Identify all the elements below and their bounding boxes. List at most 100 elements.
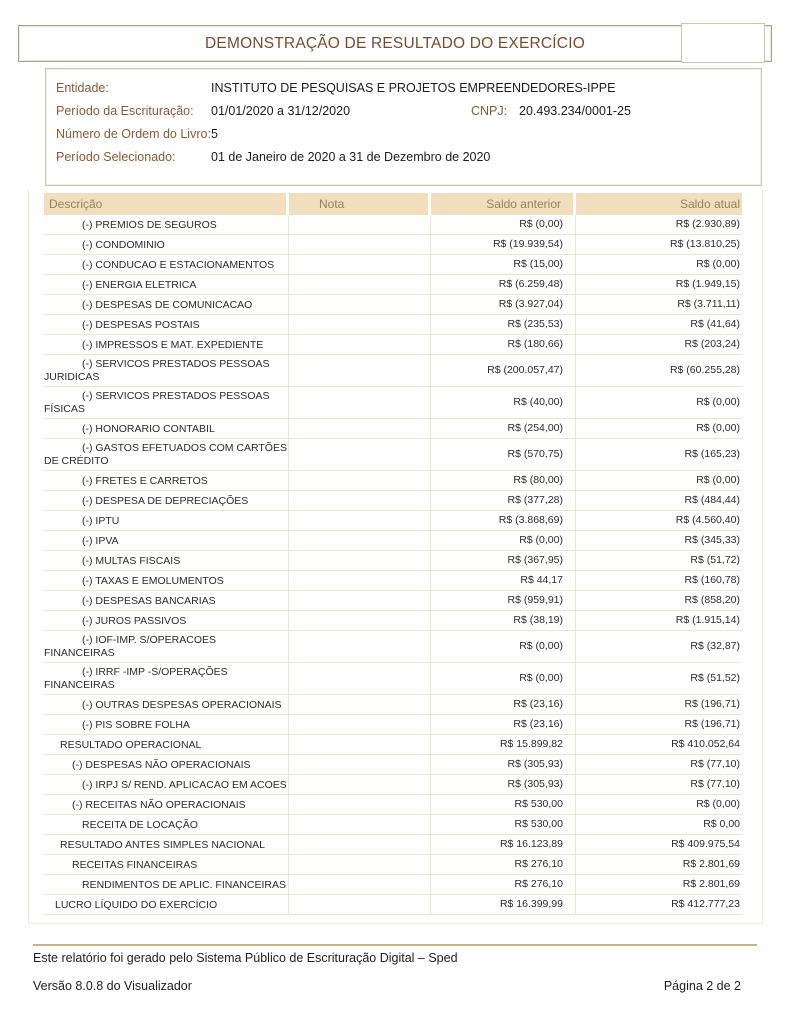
info-row-periodo-escrituracao: Período da Escrituração: 01/01/2020 a 31… bbox=[56, 99, 761, 122]
cell-saldo-atual: R$ (77,10) bbox=[690, 758, 740, 770]
cell-saldo-atual: R$ (4.560,40) bbox=[675, 514, 740, 526]
cell-nota bbox=[289, 215, 431, 234]
cell-nota bbox=[289, 275, 431, 294]
cell-saldo-atual: R$ (2.930,89) bbox=[675, 218, 740, 230]
cell-nota bbox=[289, 695, 431, 714]
cell-nota bbox=[289, 571, 431, 590]
cell-descricao: (-) IRPJ S/ REND. APLICACAO EM ACOES bbox=[44, 775, 289, 794]
table-row: (-) PIS SOBRE FOLHA R$ (23,16) R$ (196,7… bbox=[44, 715, 742, 735]
entidade-value: INSTITUTO DE PESQUISAS E PROJETOS EMPREE… bbox=[211, 80, 616, 95]
table-row: (-) DESPESAS BANCARIAS R$ (959,91) R$ (8… bbox=[44, 591, 742, 611]
cell-saldo-atual: R$ (1.949,15) bbox=[675, 278, 740, 290]
cell-saldo-atual: R$ (345,33) bbox=[684, 534, 740, 546]
cell-saldo-atual: R$ (77,10) bbox=[690, 778, 740, 790]
cell-saldo-atual: R$ (165,23) bbox=[684, 448, 740, 460]
cell-descricao: (-) IPVA bbox=[44, 531, 289, 550]
table-row: (-) CONDUCAO E ESTACIONAMENTOS R$ (15,00… bbox=[44, 255, 742, 275]
title-corner-box bbox=[681, 23, 765, 63]
table-row: (-) TAXAS E EMOLUMENTOS R$ 44,17 R$ (160… bbox=[44, 571, 742, 591]
cell-descricao: (-) PREMIOS DE SEGUROS bbox=[44, 215, 289, 234]
cell-nota bbox=[289, 795, 431, 814]
cell-nota bbox=[289, 471, 431, 490]
cell-descricao: (-) IMPRESSOS E MAT. EXPEDIENTE bbox=[44, 335, 289, 354]
periodo-selecionado-value: 01 de Janeiro de 2020 a 31 de Dezembro d… bbox=[211, 149, 491, 164]
table-row: (-) JUROS PASSIVOS R$ (38,19) R$ (1.915,… bbox=[44, 611, 742, 631]
table-row: (-) PREMIOS DE SEGUROS R$ (0,00) R$ (2.9… bbox=[44, 215, 742, 235]
cell-saldo-anterior: R$ (23,16) bbox=[431, 695, 576, 714]
table-row: (-) DESPESA DE DEPRECIAÇÕES R$ (377,28) … bbox=[44, 491, 742, 511]
cell-saldo-anterior: R$ (0,00) bbox=[431, 631, 576, 662]
cell-saldo-anterior: R$ (3.927,04) bbox=[431, 295, 576, 314]
cell-descricao: (-) FRETES E CARRETOS bbox=[44, 471, 289, 490]
cell-saldo-atual: R$ (1.915,14) bbox=[675, 614, 740, 626]
cell-saldo-atual: R$ (32,87) bbox=[690, 640, 740, 652]
cell-nota bbox=[289, 631, 431, 662]
table-row: (-) DESPESAS NÃO OPERACIONAIS R$ (305,93… bbox=[44, 755, 742, 775]
footer-generated-text: Este relatório foi gerado pelo Sistema P… bbox=[33, 951, 458, 965]
dre-table: Descrição Nota Saldo anterior Saldo atua… bbox=[28, 190, 763, 924]
cell-nota bbox=[289, 591, 431, 610]
info-row-entidade: Entidade: INSTITUTO DE PESQUISAS E PROJE… bbox=[56, 76, 761, 99]
cell-saldo-atual: R$ (3.711,11) bbox=[677, 298, 740, 310]
periodo-escrituracao-value: 01/01/2020 a 31/12/2020 bbox=[211, 103, 351, 118]
table-row: (-) DESPESAS POSTAIS R$ (235,53) R$ (41,… bbox=[44, 315, 742, 335]
table-row: (-) IPVA R$ (0,00) R$ (345,33) bbox=[44, 531, 742, 551]
cell-nota bbox=[289, 419, 431, 438]
cell-saldo-anterior: R$ (570,75) bbox=[431, 439, 576, 470]
cell-descricao: (-) HONORARIO CONTABIL bbox=[44, 419, 289, 438]
cell-saldo-anterior: R$ 530,00 bbox=[431, 795, 576, 814]
cell-saldo-atual: R$ 409.975,54 bbox=[671, 838, 740, 850]
cell-descricao: RENDIMENTOS DE APLIC. FINANCEIRAS bbox=[44, 875, 289, 894]
cnpj-value: 20.493.234/0001-25 bbox=[519, 103, 631, 118]
cell-saldo-atual: R$ (196,71) bbox=[684, 718, 740, 730]
cell-descricao: (-) SERVICOS PRESTADOS PESSOAS FÍSICAS bbox=[44, 387, 289, 418]
cell-descricao: (-) SERVICOS PRESTADOS PESSOAS JURIDICAS bbox=[44, 355, 289, 386]
footer-bottom-row: Versão 8.0.8 do Visualizador Página 2 de… bbox=[33, 979, 741, 993]
cell-saldo-atual: R$ 2.801,69 bbox=[682, 858, 740, 870]
cell-saldo-atual: R$ (203,24) bbox=[684, 338, 740, 350]
table-row: (-) MULTAS FISCAIS R$ (367,95) R$ (51,72… bbox=[44, 551, 742, 571]
cell-saldo-anterior: R$ 276,10 bbox=[431, 875, 576, 894]
cell-saldo-atual: R$ (0,00) bbox=[696, 422, 740, 434]
footer-version-text: Versão 8.0.8 do Visualizador bbox=[33, 979, 192, 993]
table-row: RESULTADO ANTES SIMPLES NACIONAL R$ 16.1… bbox=[44, 835, 742, 855]
cell-descricao: RESULTADO ANTES SIMPLES NACIONAL bbox=[44, 835, 289, 854]
cell-descricao: (-) DESPESAS NÃO OPERACIONAIS bbox=[44, 755, 289, 774]
periodo-escrituracao-label: Período da Escrituração: bbox=[56, 103, 194, 118]
cell-saldo-atual: R$ (13.810,25) bbox=[669, 238, 740, 250]
cell-saldo-anterior: R$ (40,00) bbox=[431, 387, 576, 418]
cell-saldo-anterior: R$ (959,91) bbox=[431, 591, 576, 610]
cell-saldo-atual: R$ (0,00) bbox=[696, 474, 740, 486]
cell-nota bbox=[289, 835, 431, 854]
cell-saldo-atual: R$ (0,00) bbox=[696, 396, 740, 408]
cell-descricao: (-) GASTOS EFETUADOS COM CARTÕES DE CRÉD… bbox=[44, 439, 289, 470]
entity-info-box: Entidade: INSTITUTO DE PESQUISAS E PROJE… bbox=[45, 68, 762, 186]
cell-descricao: (-) DESPESAS BANCARIAS bbox=[44, 591, 289, 610]
cell-nota bbox=[289, 255, 431, 274]
footer-page-number: Página 2 de 2 bbox=[663, 979, 741, 993]
cell-saldo-anterior: R$ (305,93) bbox=[431, 775, 576, 794]
cell-saldo-atual: R$ (196,71) bbox=[684, 698, 740, 710]
cell-nota bbox=[289, 439, 431, 470]
cell-saldo-atual: R$ 412.777,23 bbox=[671, 898, 740, 910]
cell-descricao: RECEITAS FINANCEIRAS bbox=[44, 855, 289, 874]
header-saldo-atual: Saldo atual bbox=[576, 193, 742, 215]
numero-ordem-label: Número de Ordem do Livro: bbox=[56, 126, 211, 141]
cell-descricao: (-) IOF-IMP. S/OPERACOES FINANCEIRAS bbox=[44, 631, 289, 662]
table-row: (-) SERVICOS PRESTADOS PESSOAS FÍSICAS R… bbox=[44, 387, 742, 419]
table-row: (-) IRRF -IMP -S/OPERAÇÕES FINANCEIRAS R… bbox=[44, 663, 742, 695]
cell-saldo-atual: R$ (0,00) bbox=[696, 258, 740, 270]
cell-saldo-anterior: R$ 44,17 bbox=[431, 571, 576, 590]
table-row: (-) DESPESAS DE COMUNICACAO R$ (3.927,04… bbox=[44, 295, 742, 315]
header-nota: Nota bbox=[289, 193, 431, 215]
info-row-numero-ordem: Número de Ordem do Livro: 5 bbox=[56, 122, 761, 145]
entidade-label: Entidade: bbox=[56, 80, 109, 95]
table-row: (-) ENERGIA ELETRICA R$ (6.259,48) R$ (1… bbox=[44, 275, 742, 295]
cell-descricao: (-) ENERGIA ELETRICA bbox=[44, 275, 289, 294]
cell-saldo-atual: R$ (858,20) bbox=[684, 594, 740, 606]
cnpj-label: CNPJ: bbox=[471, 103, 508, 118]
footer-divider bbox=[33, 944, 757, 946]
cell-saldo-atual: R$ (41,64) bbox=[690, 318, 740, 330]
table-row: LUCRO LÍQUIDO DO EXERCÍCIO R$ 16.399,99 … bbox=[44, 895, 742, 915]
cell-nota bbox=[289, 235, 431, 254]
